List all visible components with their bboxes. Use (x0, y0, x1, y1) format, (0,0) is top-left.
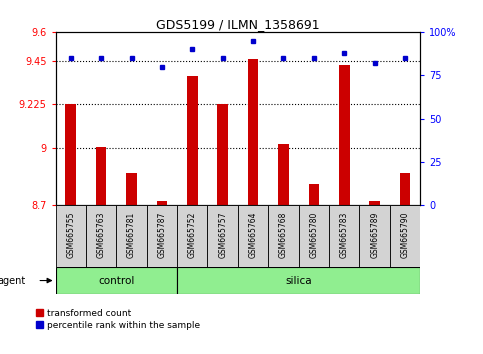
Text: GSM665757: GSM665757 (218, 212, 227, 258)
Text: GSM665780: GSM665780 (309, 212, 318, 258)
Text: GSM665755: GSM665755 (66, 212, 75, 258)
Text: GSM665781: GSM665781 (127, 212, 136, 258)
Bar (126, 172, 137, 205)
Bar (56, 267, 177, 294)
Bar (217, 104, 228, 205)
Bar (238, 205, 268, 267)
Text: control: control (98, 275, 134, 286)
Legend: transformed count, percentile rank within the sample: transformed count, percentile rank withi… (36, 309, 200, 330)
Bar (339, 65, 350, 205)
Text: silica: silica (285, 275, 312, 286)
Bar (65, 104, 76, 205)
Text: GSM665752: GSM665752 (188, 212, 197, 258)
Text: GSM665790: GSM665790 (400, 212, 410, 258)
Text: GSM665787: GSM665787 (157, 212, 167, 258)
Bar (177, 205, 208, 267)
Title: GDS5199 / ILMN_1358691: GDS5199 / ILMN_1358691 (156, 18, 320, 31)
Bar (359, 205, 390, 267)
Bar (177, 267, 420, 294)
Bar (96, 148, 106, 205)
Text: GSM665768: GSM665768 (279, 212, 288, 258)
Bar (116, 205, 147, 267)
Bar (248, 59, 258, 205)
Bar (309, 184, 319, 205)
Text: GSM665783: GSM665783 (340, 212, 349, 258)
Bar (147, 205, 177, 267)
Bar (400, 172, 411, 205)
Bar (390, 205, 420, 267)
Bar (268, 205, 298, 267)
Bar (156, 200, 167, 205)
Bar (86, 205, 116, 267)
Bar (187, 76, 198, 205)
Bar (208, 205, 238, 267)
Bar (298, 205, 329, 267)
Text: GSM665763: GSM665763 (97, 212, 106, 258)
Bar (56, 205, 86, 267)
Bar (369, 200, 380, 205)
Bar (329, 205, 359, 267)
Bar (278, 144, 289, 205)
Text: agent: agent (0, 275, 25, 286)
Text: GSM665764: GSM665764 (249, 212, 257, 258)
Text: GSM665789: GSM665789 (370, 212, 379, 258)
